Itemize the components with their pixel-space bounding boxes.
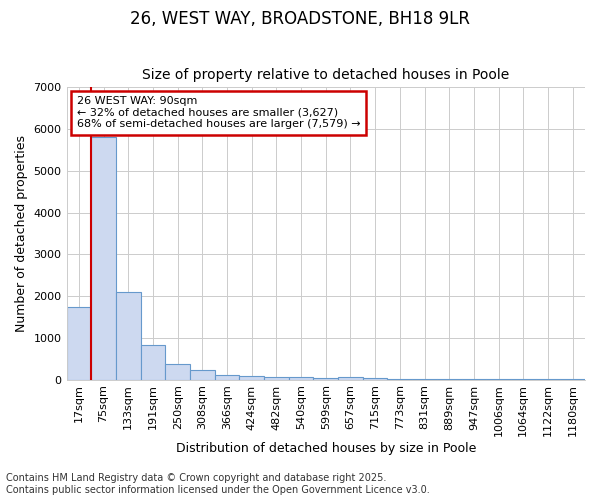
X-axis label: Distribution of detached houses by size in Poole: Distribution of detached houses by size … <box>176 442 476 455</box>
Y-axis label: Number of detached properties: Number of detached properties <box>15 135 28 332</box>
Bar <box>190 370 215 380</box>
Bar <box>116 292 140 380</box>
Text: 26 WEST WAY: 90sqm
← 32% of detached houses are smaller (3,627)
68% of semi-deta: 26 WEST WAY: 90sqm ← 32% of detached hou… <box>77 96 361 130</box>
Bar <box>313 378 338 380</box>
Bar <box>140 346 165 380</box>
Bar <box>165 364 190 380</box>
Title: Size of property relative to detached houses in Poole: Size of property relative to detached ho… <box>142 68 509 82</box>
Bar <box>91 138 116 380</box>
Bar <box>363 378 388 380</box>
Bar <box>289 377 313 380</box>
Text: Contains HM Land Registry data © Crown copyright and database right 2025.
Contai: Contains HM Land Registry data © Crown c… <box>6 474 430 495</box>
Bar <box>215 374 239 380</box>
Text: 26, WEST WAY, BROADSTONE, BH18 9LR: 26, WEST WAY, BROADSTONE, BH18 9LR <box>130 10 470 28</box>
Bar <box>239 376 264 380</box>
Bar <box>264 376 289 380</box>
Bar <box>67 306 91 380</box>
Bar <box>338 378 363 380</box>
